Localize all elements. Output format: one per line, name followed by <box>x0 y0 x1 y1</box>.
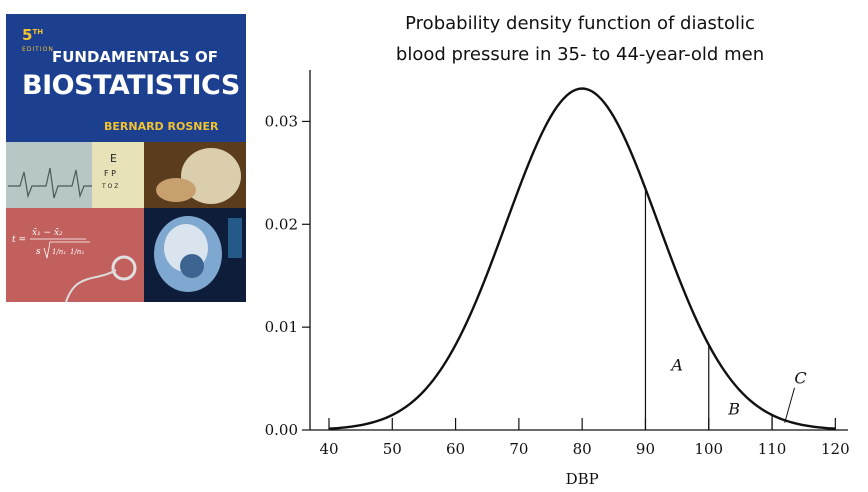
stethoscope-icon <box>111 255 137 281</box>
x-tick-label: 120 <box>821 440 850 458</box>
ecg-trace <box>8 167 92 199</box>
x-tick-label: 100 <box>694 440 723 458</box>
x-tick-label: 70 <box>509 440 528 458</box>
chart-title-line2: blood pressure in 35- to 44-year-old men <box>395 44 765 65</box>
x-tick-label: 110 <box>758 440 787 458</box>
region-label-b: B <box>727 400 740 419</box>
formula-frac1: 1/n₁ <box>52 248 66 256</box>
edition-number: 5TH <box>22 26 44 44</box>
y-tick-label: 0.01 <box>265 318 298 336</box>
x-tick-label: 90 <box>636 440 655 458</box>
book-author: BERNARD ROSNER <box>104 120 219 133</box>
svg-text:F P: F P <box>104 169 116 178</box>
eye-chart-panel <box>92 142 144 208</box>
region-label-a: A <box>669 355 683 374</box>
region-pointer-c <box>784 387 796 423</box>
cover-collage-image: E F P T O Z t = x̄₁ − x̄₂ s 1/n₁ 1/n₂ <box>6 142 246 302</box>
formula-s: s <box>36 247 41 257</box>
chart-title: Probability density function of diastoli… <box>320 8 840 70</box>
formula-numerator: x̄₁ − x̄₂ <box>32 228 63 238</box>
x-tick-label: 40 <box>319 440 338 458</box>
formula-lhs: t = <box>12 235 26 245</box>
y-tick-label: 0.03 <box>265 112 298 130</box>
chart-title-line1: Probability density function of diastoli… <box>405 13 755 34</box>
region-label-c: C <box>794 369 806 388</box>
book-cover: 5TH EDITION FUNDAMENTALS OF BIOSTATISTIC… <box>6 14 246 302</box>
svg-text:E: E <box>110 152 117 165</box>
density-curve <box>328 87 836 430</box>
x-tick-label: 60 <box>446 440 465 458</box>
book-title-line1: FUNDAMENTALS OF <box>52 48 219 66</box>
edition-label: EDITION <box>22 46 54 53</box>
y-tick-label: 0.00 <box>265 421 298 439</box>
x-tick-label: 50 <box>383 440 402 458</box>
svg-text:T O Z: T O Z <box>101 183 118 190</box>
x-axis-label: DBP <box>566 470 599 488</box>
x-tick-label: 80 <box>573 440 592 458</box>
formula-frac2: 1/n₂ <box>70 248 84 256</box>
book-title-line2: BIOSTATISTICS <box>22 70 240 101</box>
y-tick-label: 0.02 <box>265 215 298 233</box>
